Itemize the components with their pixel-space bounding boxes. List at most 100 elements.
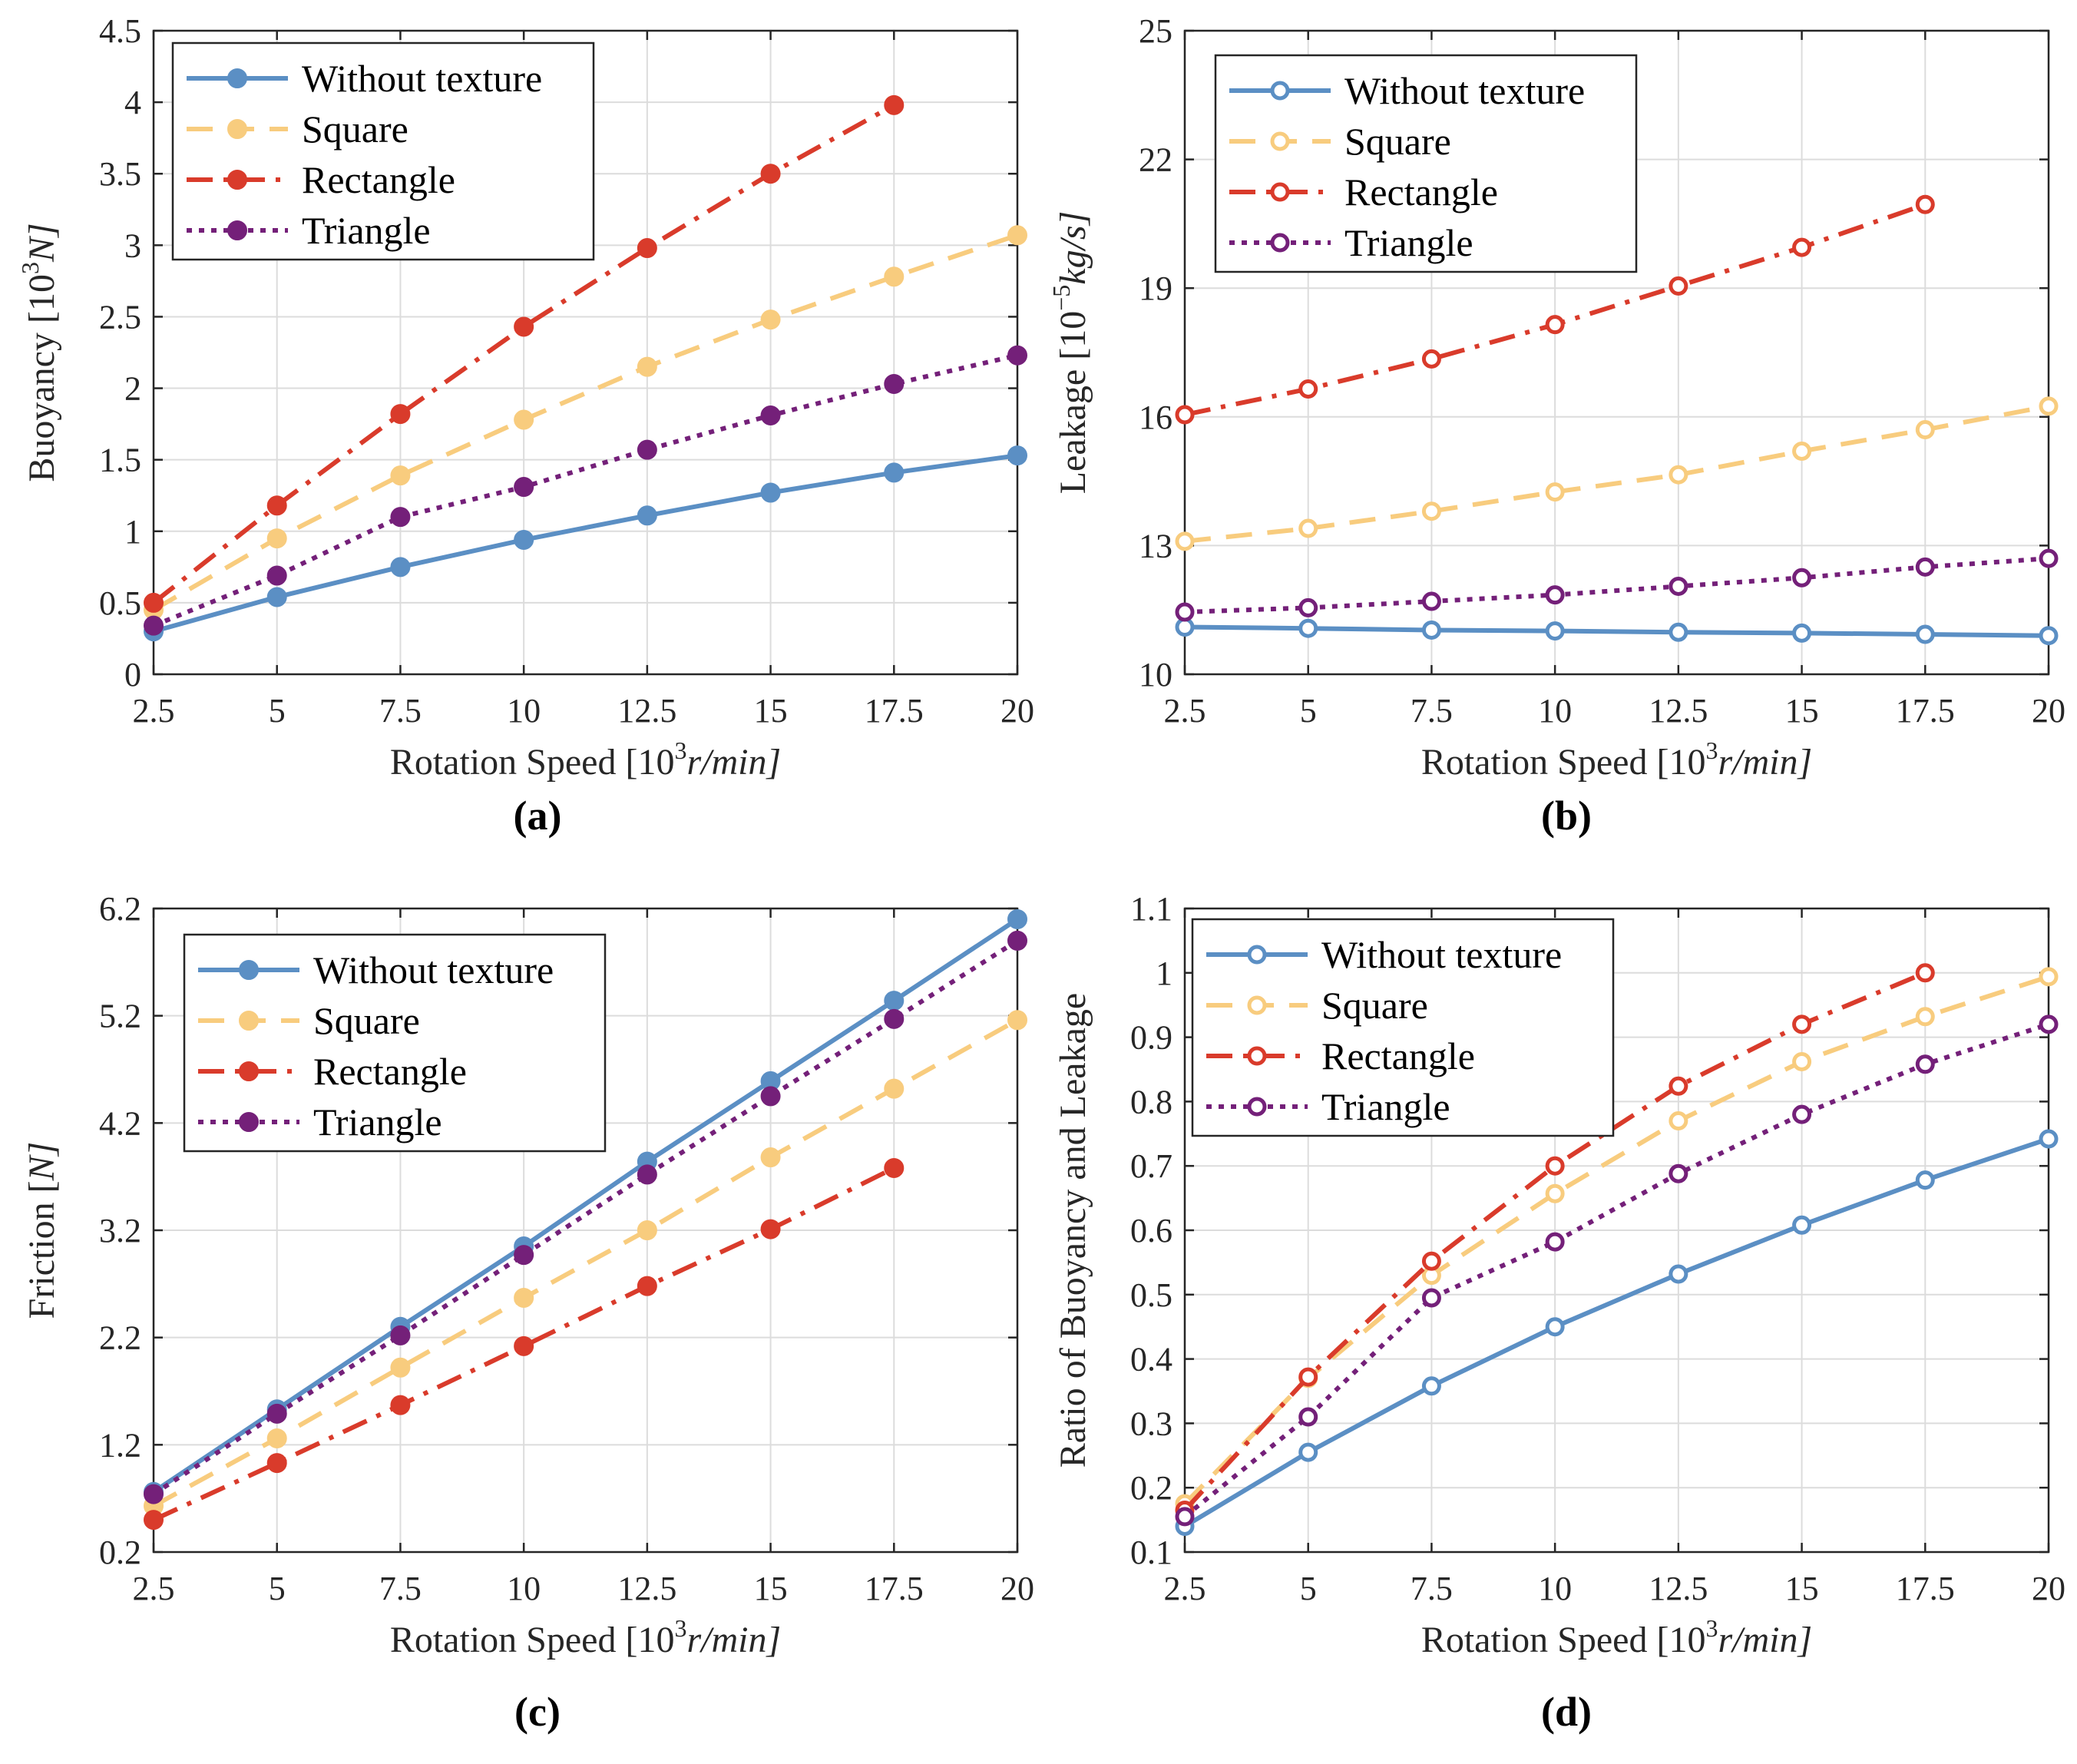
data-point-rectangle xyxy=(266,1453,287,1474)
legend: Without texture Square Rectangle Triangle xyxy=(1191,918,1615,1137)
data-point-without_texture xyxy=(760,482,781,503)
legend-marker-square xyxy=(239,1011,259,1031)
data-point-square xyxy=(514,1287,534,1308)
data-point-rectangle xyxy=(884,94,905,115)
data-point-without_texture xyxy=(2039,626,2059,646)
legend-label: Triangle xyxy=(1321,1085,1450,1128)
data-point-triangle xyxy=(1792,568,1812,587)
data-point-square xyxy=(1007,1010,1027,1031)
x-tick-label: 2.5 xyxy=(1164,692,1206,730)
data-point-triangle xyxy=(514,1245,534,1266)
data-point-rectangle xyxy=(1669,276,1688,296)
data-point-rectangle xyxy=(1792,1014,1812,1034)
data-point-rectangle xyxy=(637,238,657,259)
data-point-without_texture xyxy=(514,529,534,550)
panel-label: (d) xyxy=(1541,1689,1592,1735)
legend-label: Without texture xyxy=(302,57,542,100)
data-point-triangle xyxy=(1298,1407,1318,1427)
data-point-rectangle xyxy=(514,1335,534,1356)
x-tick-label: 7.5 xyxy=(379,1570,422,1607)
x-tick-label: 7.5 xyxy=(379,692,422,730)
series-line-without_texture xyxy=(153,453,1018,634)
data-point-square xyxy=(1915,1007,1935,1027)
x-tick-label: 10 xyxy=(507,692,541,730)
x-tick-label: 17.5 xyxy=(1896,1570,1955,1607)
data-point-without_texture xyxy=(1545,1317,1565,1337)
x-tick-label: 5 xyxy=(269,1570,286,1607)
data-point-rectangle xyxy=(1175,405,1195,425)
legend: Without texture Square Rectangle Triangle xyxy=(1214,54,1638,273)
data-point-triangle xyxy=(266,565,287,586)
data-point-without_texture xyxy=(1915,1170,1935,1190)
x-tick-label: 15 xyxy=(1785,1570,1819,1607)
legend-marker-rectangle xyxy=(227,170,247,190)
y-tick-label: 19 xyxy=(1139,270,1172,307)
data-point-without_texture xyxy=(1298,1442,1318,1462)
legend-label: Square xyxy=(1321,984,1428,1027)
legend-label: Rectangle xyxy=(1344,170,1498,213)
y-tick-label: 3.2 xyxy=(99,1212,141,1249)
y-axis-label: Leakage [10−5kg/s] xyxy=(1047,211,1093,495)
x-tick-label: 12.5 xyxy=(617,1570,676,1607)
y-tick-label: 1.5 xyxy=(99,442,141,479)
data-point-triangle xyxy=(1669,1163,1688,1183)
data-point-rectangle xyxy=(144,592,164,613)
data-point-triangle xyxy=(760,1086,781,1107)
data-point-triangle xyxy=(390,1325,411,1345)
y-tick-label: 1.1 xyxy=(1130,890,1172,928)
data-point-triangle xyxy=(637,439,657,460)
data-point-without_texture xyxy=(1298,618,1318,638)
legend-marker-without_texture xyxy=(1270,81,1290,101)
data-point-rectangle xyxy=(514,316,534,337)
y-tick-label: 0.2 xyxy=(1130,1469,1172,1507)
data-point-square xyxy=(1007,225,1027,246)
data-point-rectangle xyxy=(1915,194,1935,214)
data-point-rectangle xyxy=(390,1395,411,1415)
data-point-square xyxy=(1669,1111,1688,1131)
data-point-triangle xyxy=(1175,1507,1195,1527)
legend-marker-triangle xyxy=(239,1112,259,1132)
data-point-square xyxy=(390,465,411,486)
x-tick-label: 20 xyxy=(2032,692,2065,730)
x-tick-label: 15 xyxy=(754,1570,788,1607)
legend-marker-rectangle xyxy=(1247,1046,1267,1066)
data-point-triangle xyxy=(884,373,905,394)
data-point-triangle xyxy=(144,615,164,636)
data-point-rectangle xyxy=(760,1219,781,1239)
series-line-without_texture xyxy=(1184,624,2049,638)
data-point-square xyxy=(1545,1183,1565,1203)
legend-label: Rectangle xyxy=(313,1050,467,1093)
x-tick-label: 5 xyxy=(1300,1570,1317,1607)
data-point-triangle xyxy=(1007,930,1027,951)
data-point-square xyxy=(884,266,905,287)
data-point-rectangle xyxy=(1545,315,1565,335)
data-point-rectangle xyxy=(266,495,287,516)
data-point-square xyxy=(760,1147,781,1168)
data-point-triangle xyxy=(1298,597,1318,617)
data-point-triangle xyxy=(1915,1054,1935,1074)
y-tick-label: 0.1 xyxy=(1130,1534,1172,1571)
x-tick-label: 17.5 xyxy=(865,1570,924,1607)
series-line-triangle xyxy=(152,352,1018,628)
legend-marker-without_texture xyxy=(1247,945,1267,965)
data-point-triangle xyxy=(1915,557,1935,577)
data-point-without_texture xyxy=(1669,1264,1688,1284)
x-tick-label: 2.5 xyxy=(133,1570,175,1607)
series-line-square xyxy=(152,233,1018,612)
legend-marker-square xyxy=(1247,995,1267,1015)
series-line-square xyxy=(1182,974,2049,1506)
legend: Without texture Square Rectangle Triangle xyxy=(183,933,607,1153)
data-point-without_texture xyxy=(266,587,287,607)
legend-marker-rectangle xyxy=(239,1061,259,1081)
y-tick-label: 0.5 xyxy=(1130,1276,1172,1314)
y-tick-label: 2.2 xyxy=(99,1319,141,1357)
y-tick-label: 1.2 xyxy=(99,1426,141,1464)
series-line-triangle xyxy=(1183,1021,2049,1519)
data-point-rectangle xyxy=(1421,1251,1441,1271)
legend-marker-without_texture xyxy=(239,960,259,980)
axes-box xyxy=(1183,29,2050,676)
y-tick-label: 1 xyxy=(1156,955,1172,992)
legend-label: Triangle xyxy=(302,209,431,252)
data-point-triangle xyxy=(1545,585,1565,605)
x-tick-label: 10 xyxy=(507,1570,541,1607)
